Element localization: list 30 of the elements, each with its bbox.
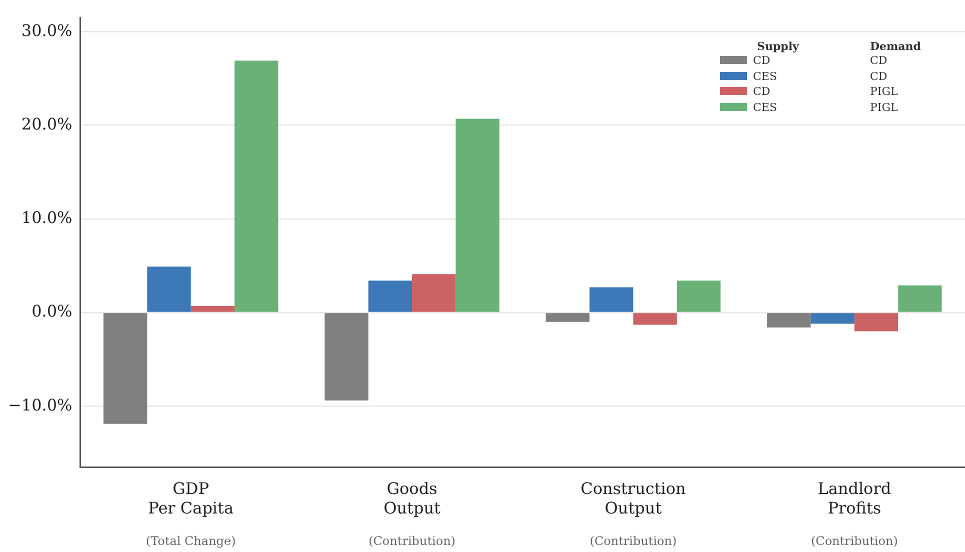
x-tick-label: GDP Per Capita (Total Change) bbox=[146, 479, 236, 548]
bar bbox=[412, 274, 456, 312]
y-tick-label: 20.0% bbox=[21, 114, 72, 134]
y-tick-label: 0.0% bbox=[32, 302, 72, 321]
bar bbox=[456, 118, 500, 312]
bar bbox=[368, 280, 412, 312]
bar bbox=[854, 313, 898, 332]
bar bbox=[546, 313, 590, 322]
bar bbox=[898, 285, 942, 312]
bar bbox=[147, 266, 191, 312]
bar bbox=[810, 313, 854, 324]
bar bbox=[633, 313, 677, 325]
legend-title: Supply Demand bbox=[756, 40, 922, 53]
legend-label: CES CD bbox=[752, 68, 888, 84]
bar bbox=[103, 313, 148, 424]
legend-label: CD PIGL bbox=[752, 84, 899, 100]
bar bbox=[676, 280, 721, 312]
legend-label: CES PIGL bbox=[752, 100, 899, 115]
y-tick-label: 10.0% bbox=[21, 208, 72, 228]
bar bbox=[324, 313, 368, 401]
bar bbox=[590, 287, 634, 312]
y-tick-label: 30.0% bbox=[21, 20, 72, 40]
legend-label: CD CD bbox=[752, 53, 888, 68]
y-tick-label: −10.0% bbox=[8, 395, 72, 414]
bar bbox=[234, 60, 278, 312]
bar bbox=[767, 313, 811, 328]
x-tick-label: Landlord Profits (Contribution) bbox=[810, 479, 898, 548]
x-tick-label: Goods Output (Contribution) bbox=[368, 479, 456, 548]
x-tick-label: Construction Output (Contribution) bbox=[580, 479, 686, 548]
bar bbox=[190, 306, 235, 312]
